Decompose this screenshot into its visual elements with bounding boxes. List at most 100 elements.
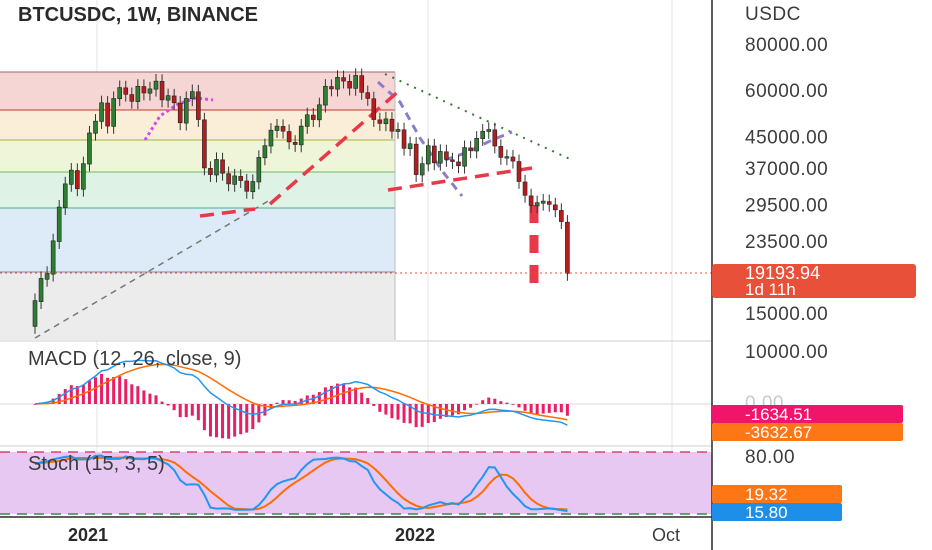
macd-histogram-bar (239, 404, 243, 435)
candle-down (413, 143, 419, 175)
candle-up (419, 163, 425, 176)
candle-up (250, 181, 256, 193)
macd-histogram-bar (87, 380, 91, 404)
gray-dashed-trendline (34, 199, 271, 339)
candle-down (347, 81, 352, 89)
macd-histogram-bar (511, 404, 515, 405)
x-tick-2021: 2021 (68, 525, 108, 545)
stoch-d-tag-bg (712, 485, 842, 503)
candle-up (165, 95, 171, 101)
macd-histogram-bar (384, 404, 388, 415)
stoch-k-tag-bg (712, 503, 842, 521)
candle-up (274, 125, 280, 131)
candle-up (407, 143, 413, 149)
candle-down (456, 161, 461, 167)
candle-up (353, 75, 358, 89)
macd-histogram-bar (565, 404, 569, 416)
macd-line (34, 359, 568, 426)
y-tick-label: 23500.00 (745, 232, 828, 253)
candle-up (153, 80, 159, 90)
candle-up (56, 206, 62, 242)
macd-histogram-bar (372, 404, 376, 406)
stoch-pane[interactable] (0, 451, 712, 515)
candle-up (256, 157, 262, 183)
candle-up (504, 156, 510, 159)
purple-wedge-line-2 (444, 130, 513, 162)
candle-up (232, 175, 237, 185)
macd-signal-tag: -3632.67 (745, 423, 812, 442)
macd-histogram-bar (63, 389, 67, 404)
y-tick-label: 29500.00 (745, 195, 828, 216)
macd-pane[interactable] (0, 359, 712, 439)
chart-title: BTCUSDC, 1W, BINANCE (18, 4, 258, 26)
macd-histogram-bar (414, 404, 418, 428)
candle-down (565, 221, 570, 274)
candlestick-series[interactable] (32, 68, 570, 334)
candle-up (317, 104, 322, 121)
macd-histogram-bar (553, 404, 557, 413)
macd-title: MACD (12, 26, close, 9) (28, 348, 241, 370)
candle-down (341, 77, 346, 82)
candle-up (474, 137, 479, 152)
candle-up (540, 200, 546, 204)
macd-histogram-bar (227, 404, 231, 439)
price-tag-bg (712, 264, 916, 298)
candle-up (304, 114, 310, 127)
candle-down (196, 91, 201, 120)
macd-histogram-bar (438, 404, 442, 419)
macd-histogram-bar (184, 404, 188, 418)
macd-histogram-bar (481, 400, 485, 404)
macd-histogram-bar (408, 404, 412, 424)
macd-histogram-bar (354, 387, 358, 404)
drawings[interactable] (34, 73, 573, 339)
candle-down (244, 180, 250, 192)
candle-down (238, 176, 243, 181)
macd-histogram-bar (336, 383, 339, 404)
candle-up (214, 159, 219, 176)
current-price-tag: 19193.94 1d 11h (712, 263, 916, 299)
stoch-value-tags: 19.32 15.80 (712, 485, 842, 522)
macd-histogram-bar (469, 404, 473, 408)
macd-histogram-bar (154, 395, 158, 404)
time-axis[interactable]: 2021 2022 Oct (68, 525, 680, 545)
candle-down (546, 201, 552, 205)
macd-histogram-bar (493, 398, 497, 404)
candle-down (171, 95, 177, 104)
candle-down (202, 119, 207, 169)
candle-up (62, 183, 68, 208)
macd-histogram-bar (547, 404, 551, 413)
candle-up (38, 278, 44, 302)
candle-down (516, 161, 522, 182)
macd-histogram-bar (112, 377, 116, 404)
candle-up (190, 91, 195, 100)
price-tag-countdown: 1d 11h (745, 280, 796, 299)
macd-histogram-bar (178, 404, 182, 418)
candle-down (492, 129, 498, 147)
macd-histogram-bar (360, 392, 364, 404)
candle-up (147, 88, 153, 94)
macd-histogram-bar (136, 386, 140, 404)
candle-down (444, 151, 449, 160)
macd-histogram-bar (475, 403, 479, 405)
candle-up (69, 169, 74, 185)
candle-down (498, 146, 504, 158)
macd-histogram-bar (317, 392, 321, 404)
macd-histogram-bar (293, 400, 297, 404)
macd-histogram-bar (366, 398, 370, 404)
macd-histogram-bar (148, 393, 152, 404)
macd-histogram-bar (505, 402, 509, 404)
candle-down (559, 210, 564, 222)
macd-histogram-bar (100, 373, 104, 404)
macd-histogram-bar (142, 390, 146, 404)
y-tick-label: 60000.00 (745, 81, 828, 102)
candle-down (522, 181, 528, 196)
macd-histogram-bar (463, 404, 467, 411)
candle-up (335, 77, 340, 90)
candle-down (286, 131, 292, 143)
fib-zone-5 (0, 208, 395, 272)
macd-histogram-bar (130, 384, 134, 404)
macd-histogram-bar (106, 377, 110, 404)
candle-down (431, 145, 437, 164)
macd-histogram-bar (342, 384, 346, 404)
